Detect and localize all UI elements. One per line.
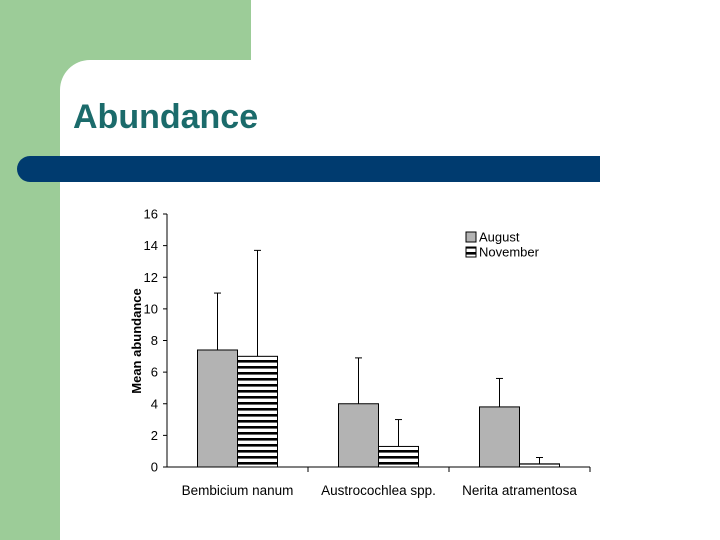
legend-swatch-november: [465, 246, 477, 258]
top-accent-band: [60, 0, 251, 60]
bar-august-1: [338, 403, 379, 468]
accent-corner: [60, 60, 90, 90]
x-category-label: Bembicium nanum: [182, 483, 294, 498]
bar-august-2: [479, 406, 520, 468]
y-tick-label: 10: [144, 301, 158, 316]
slide-title: Abundance: [73, 98, 259, 136]
bar-november-0: [237, 355, 278, 468]
y-tick-label: 4: [151, 396, 158, 411]
title-underline-bar: [17, 156, 600, 182]
legend-label-august: August: [479, 230, 520, 245]
y-tick-label: 8: [151, 333, 158, 348]
legend-label-november: November: [479, 245, 540, 260]
y-tick-label: 6: [151, 365, 158, 380]
y-tick-label: 0: [151, 460, 158, 475]
legend-swatch-august: [465, 231, 477, 243]
y-tick-label: 14: [144, 238, 158, 253]
left-accent-band: [0, 0, 60, 540]
x-category-label: Austrocochlea spp.: [321, 483, 436, 498]
bar-august-0: [197, 349, 238, 468]
x-category-label: Nerita atramentosa: [462, 483, 577, 498]
y-tick-label: 12: [144, 270, 158, 285]
bar-november-1: [378, 445, 419, 468]
y-tick-label: 2: [151, 428, 158, 443]
y-tick-label: 16: [144, 207, 158, 222]
bar-november-2: [519, 463, 560, 468]
y-axis-label: Mean abundance: [129, 288, 144, 393]
